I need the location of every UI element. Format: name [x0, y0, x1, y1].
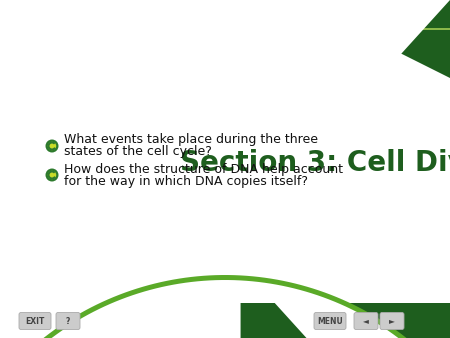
Text: Chapter 4  Cell Processes and Energy: Chapter 4 Cell Processes and Energy — [8, 11, 242, 21]
Circle shape — [48, 171, 56, 179]
Text: for the way in which DNA copies itself?: for the way in which DNA copies itself? — [64, 174, 308, 188]
Text: EXIT: EXIT — [25, 316, 45, 325]
Text: What events take place during the three: What events take place during the three — [64, 134, 318, 146]
FancyBboxPatch shape — [19, 313, 51, 330]
Text: ◄: ◄ — [363, 316, 369, 325]
Polygon shape — [0, 0, 450, 28]
Polygon shape — [160, 0, 450, 78]
FancyBboxPatch shape — [314, 313, 346, 330]
Text: Section 3: Cell Division: Section 3: Cell Division — [180, 149, 450, 177]
Text: How does the structure of DNA help account: How does the structure of DNA help accou… — [64, 163, 343, 175]
Text: ►: ► — [389, 316, 395, 325]
Polygon shape — [0, 275, 450, 338]
Bar — [0, 28, 450, 30]
Circle shape — [48, 142, 56, 150]
Circle shape — [45, 140, 58, 152]
Text: MENU: MENU — [317, 316, 343, 325]
Bar — [0, 0, 450, 28]
Circle shape — [45, 169, 58, 182]
FancyBboxPatch shape — [56, 313, 80, 330]
Text: states of the cell cycle?: states of the cell cycle? — [64, 145, 212, 159]
Text: ?: ? — [66, 316, 70, 325]
FancyBboxPatch shape — [354, 313, 378, 330]
Bar — [0, 303, 450, 338]
FancyBboxPatch shape — [380, 313, 404, 330]
